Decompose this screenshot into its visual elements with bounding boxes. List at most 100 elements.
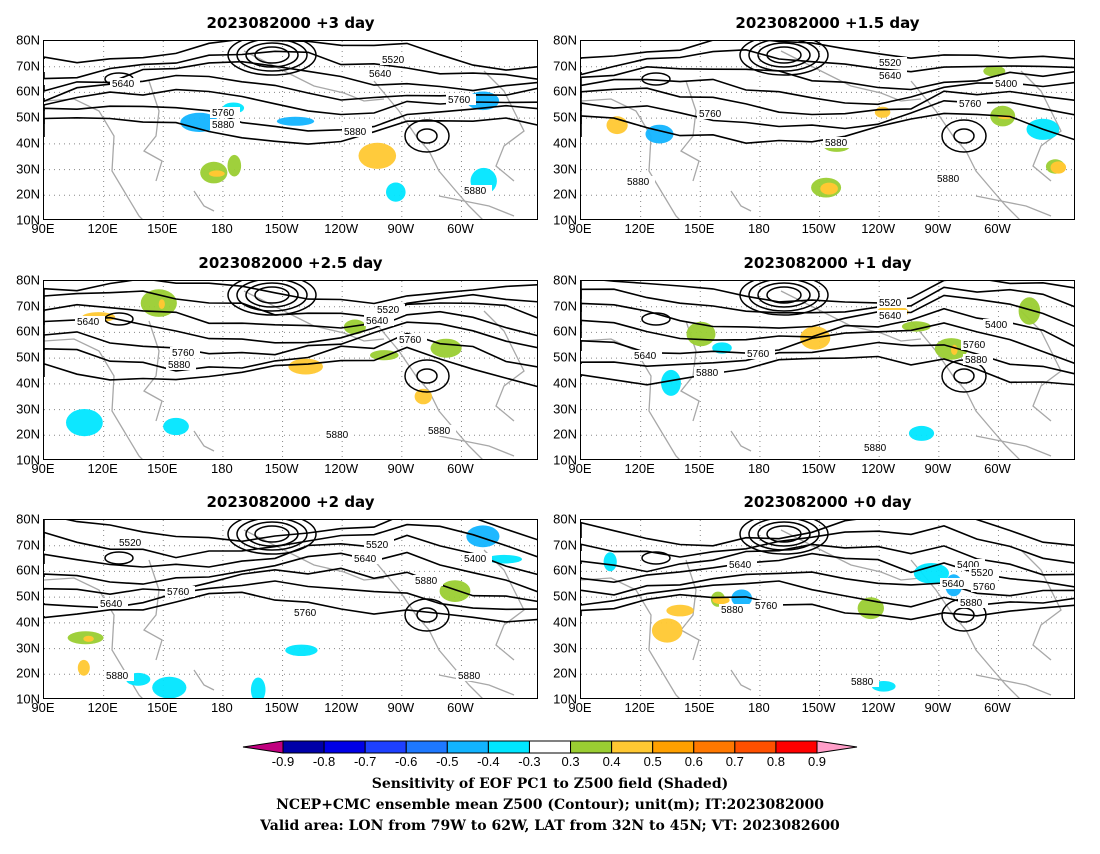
contour-label: 5640: [879, 311, 902, 322]
lat-tick-label: 80N: [553, 272, 577, 288]
coastline: [243, 50, 385, 102]
z500-contour: [236, 520, 308, 551]
contour-label: 5880: [851, 677, 874, 688]
contour-label: 5880: [106, 671, 129, 682]
colorbar-box: [282, 740, 325, 754]
lat-tick-label: 60N: [16, 83, 40, 99]
contour-label: 5880: [326, 430, 349, 441]
contour-label: 5880: [965, 355, 988, 366]
map-panel: 5520 5640 5400 5760 5760 5880 5880 5880: [580, 40, 1075, 220]
lat-tick-label: 70N: [16, 58, 40, 74]
lon-tick-label: 120E: [87, 700, 118, 715]
z500-contour: [581, 543, 1074, 576]
contour-label: 5640: [100, 599, 123, 610]
z500-contour: [104, 551, 134, 565]
contour-label: 5640: [369, 69, 392, 80]
contour-label-bg: [849, 676, 879, 687]
lat-tick-label: 30N: [16, 640, 40, 656]
contour-label-bg: [75, 316, 105, 327]
z500-contour: [953, 368, 975, 384]
sensitivity-shade: [820, 182, 838, 195]
contour-label: 5640: [354, 554, 377, 565]
lon-tick-label: 120E: [624, 461, 655, 476]
map-panel: 5640 5520 5640 5760 5760 5880 5880 5880: [43, 40, 538, 220]
sensitivity-shade: [208, 170, 225, 177]
z500-contour: [245, 282, 299, 308]
sensitivity-shade: [285, 644, 318, 656]
lon-tick-label: 120E: [87, 221, 118, 236]
z500-contour: [581, 65, 1074, 91]
lat-tick-label: 60N: [553, 562, 577, 578]
z500-contour: [581, 281, 1074, 304]
sensitivity-shade: [227, 154, 242, 177]
contour-label-bg: [342, 126, 372, 137]
contour-label-bg: [877, 70, 907, 81]
contour-label: 5760: [963, 340, 986, 351]
z500-contour: [581, 99, 1074, 130]
lat-tick-label: 40N: [16, 375, 40, 391]
contour-label-bg: [961, 339, 991, 350]
contour-label-bg: [165, 586, 195, 597]
z500-contour: [44, 346, 537, 388]
contour-label: 5760: [448, 95, 471, 106]
contour-label: 5640: [112, 79, 135, 90]
z500-contour: [641, 72, 671, 86]
z500-contour: [581, 571, 1074, 597]
z500-contour: [766, 46, 802, 64]
contour-label-bg: [625, 176, 655, 187]
coastline: [780, 290, 922, 342]
contour-label: 5880: [960, 598, 983, 609]
sensitivity-shade: [180, 112, 219, 132]
contour-label-bg: [166, 359, 196, 370]
contour-label-bg: [104, 670, 134, 681]
lon-tick-label: 150E: [684, 221, 715, 236]
sensitivity-shade: [666, 604, 694, 617]
lon-tick-label: 150E: [684, 700, 715, 715]
contour-label: 5640: [634, 351, 657, 362]
colorbar-box: [775, 740, 818, 754]
lon-tick-label: 180: [211, 461, 233, 476]
z500-contour: [44, 567, 537, 603]
colorbar-tick-label: 0.7: [725, 754, 744, 769]
z500-contour: [581, 87, 1074, 116]
contour-label-bg: [462, 185, 492, 196]
z500-contour: [404, 119, 450, 153]
sensitivity-shade: [250, 677, 266, 698]
z500-contour: [739, 281, 829, 316]
map-panel: 5640 5520 5640 5760 5760 5880 5880 5880: [43, 280, 538, 460]
lat-tick-label: 60N: [553, 83, 577, 99]
contour-label: 5400: [985, 320, 1008, 331]
contour-label: 5760: [212, 108, 235, 119]
lon-tick-label: 120E: [87, 461, 118, 476]
contour-label-bg: [877, 297, 907, 308]
z500-contour: [641, 312, 671, 326]
colorbar-tick-label: -0.4: [477, 754, 500, 769]
lat-tick-label: 70N: [553, 298, 577, 314]
contour-label: 5400: [995, 79, 1018, 90]
contour-label: 5880: [212, 120, 235, 131]
sensitivity-shade: [343, 319, 366, 335]
coastline: [680, 80, 700, 182]
sensitivity-shade: [276, 116, 315, 126]
lat-tick-label: 10N: [553, 452, 577, 468]
lat-tick-label: 10N: [16, 212, 40, 228]
coastline: [44, 338, 143, 459]
contour-label-bg: [462, 553, 492, 564]
lon-tick-label: 120E: [624, 700, 655, 715]
lon-tick-label: 90W: [924, 700, 952, 715]
contour-label-bg: [719, 604, 749, 615]
z500-contour: [44, 520, 537, 543]
lat-tick-label: 80N: [553, 511, 577, 527]
panel-title: 2023082000 +2 day: [206, 493, 375, 511]
coastline: [373, 320, 483, 459]
lon-tick-label: 60W: [447, 700, 474, 715]
lat-tick-label: 10N: [16, 691, 40, 707]
coastline: [780, 50, 922, 102]
lon-tick-label: 60W: [984, 221, 1011, 236]
z500-contour: [748, 520, 820, 551]
z500-contour: [581, 78, 1074, 106]
panel-title: 2023082000 +2.5 day: [198, 254, 383, 272]
contour-label: 5520: [971, 568, 994, 579]
contour-label-bg: [367, 68, 397, 79]
z500-contour: [227, 520, 317, 555]
